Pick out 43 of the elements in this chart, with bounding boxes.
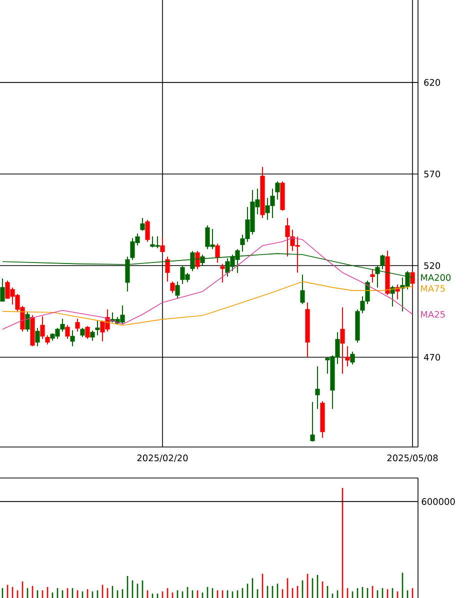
y-tick-label: 470 xyxy=(424,354,440,361)
candlestick xyxy=(45,334,50,345)
text: 600000 xyxy=(422,498,455,505)
candlestick xyxy=(395,284,400,300)
candlestick xyxy=(90,330,95,342)
y-tick-label: 620 xyxy=(424,79,440,86)
candlestick xyxy=(220,263,225,283)
series-label: MA200 xyxy=(421,274,451,281)
candlestick xyxy=(70,330,75,347)
candlestick xyxy=(145,219,150,242)
candlestick xyxy=(35,327,40,347)
candlestick xyxy=(140,218,145,232)
candlestick xyxy=(275,180,280,200)
candlestick xyxy=(165,256,170,282)
series-label: MA25 xyxy=(421,310,445,318)
candlestick xyxy=(345,346,350,367)
candlestick xyxy=(350,351,355,366)
candlestick xyxy=(0,278,5,302)
candlestick xyxy=(170,281,175,294)
candlestick xyxy=(40,316,45,340)
candlestick xyxy=(390,285,395,307)
candlestick xyxy=(95,320,100,336)
candlestick xyxy=(370,268,375,283)
candlestick xyxy=(175,281,180,300)
line-series xyxy=(2,237,413,330)
candlestick xyxy=(300,274,305,305)
candlestick xyxy=(340,306,345,374)
candlestick xyxy=(80,327,85,338)
candlestick xyxy=(85,326,90,340)
x-tick-label: 2025/05/08 xyxy=(387,454,438,462)
y-tick-label: 570 xyxy=(424,170,440,178)
candlestick xyxy=(310,401,315,442)
series-label: MA75 xyxy=(421,285,445,292)
x-tick-label: 2025/02/20 xyxy=(137,454,188,462)
candlestick xyxy=(65,324,70,340)
candlestick xyxy=(410,270,415,290)
candlestick xyxy=(215,243,220,264)
y-tick-label: 520 xyxy=(424,262,440,270)
candlestick xyxy=(75,318,80,332)
candlestick xyxy=(160,236,165,254)
candlestick xyxy=(25,310,30,332)
candlestick xyxy=(195,250,200,270)
candlestick xyxy=(315,366,320,410)
